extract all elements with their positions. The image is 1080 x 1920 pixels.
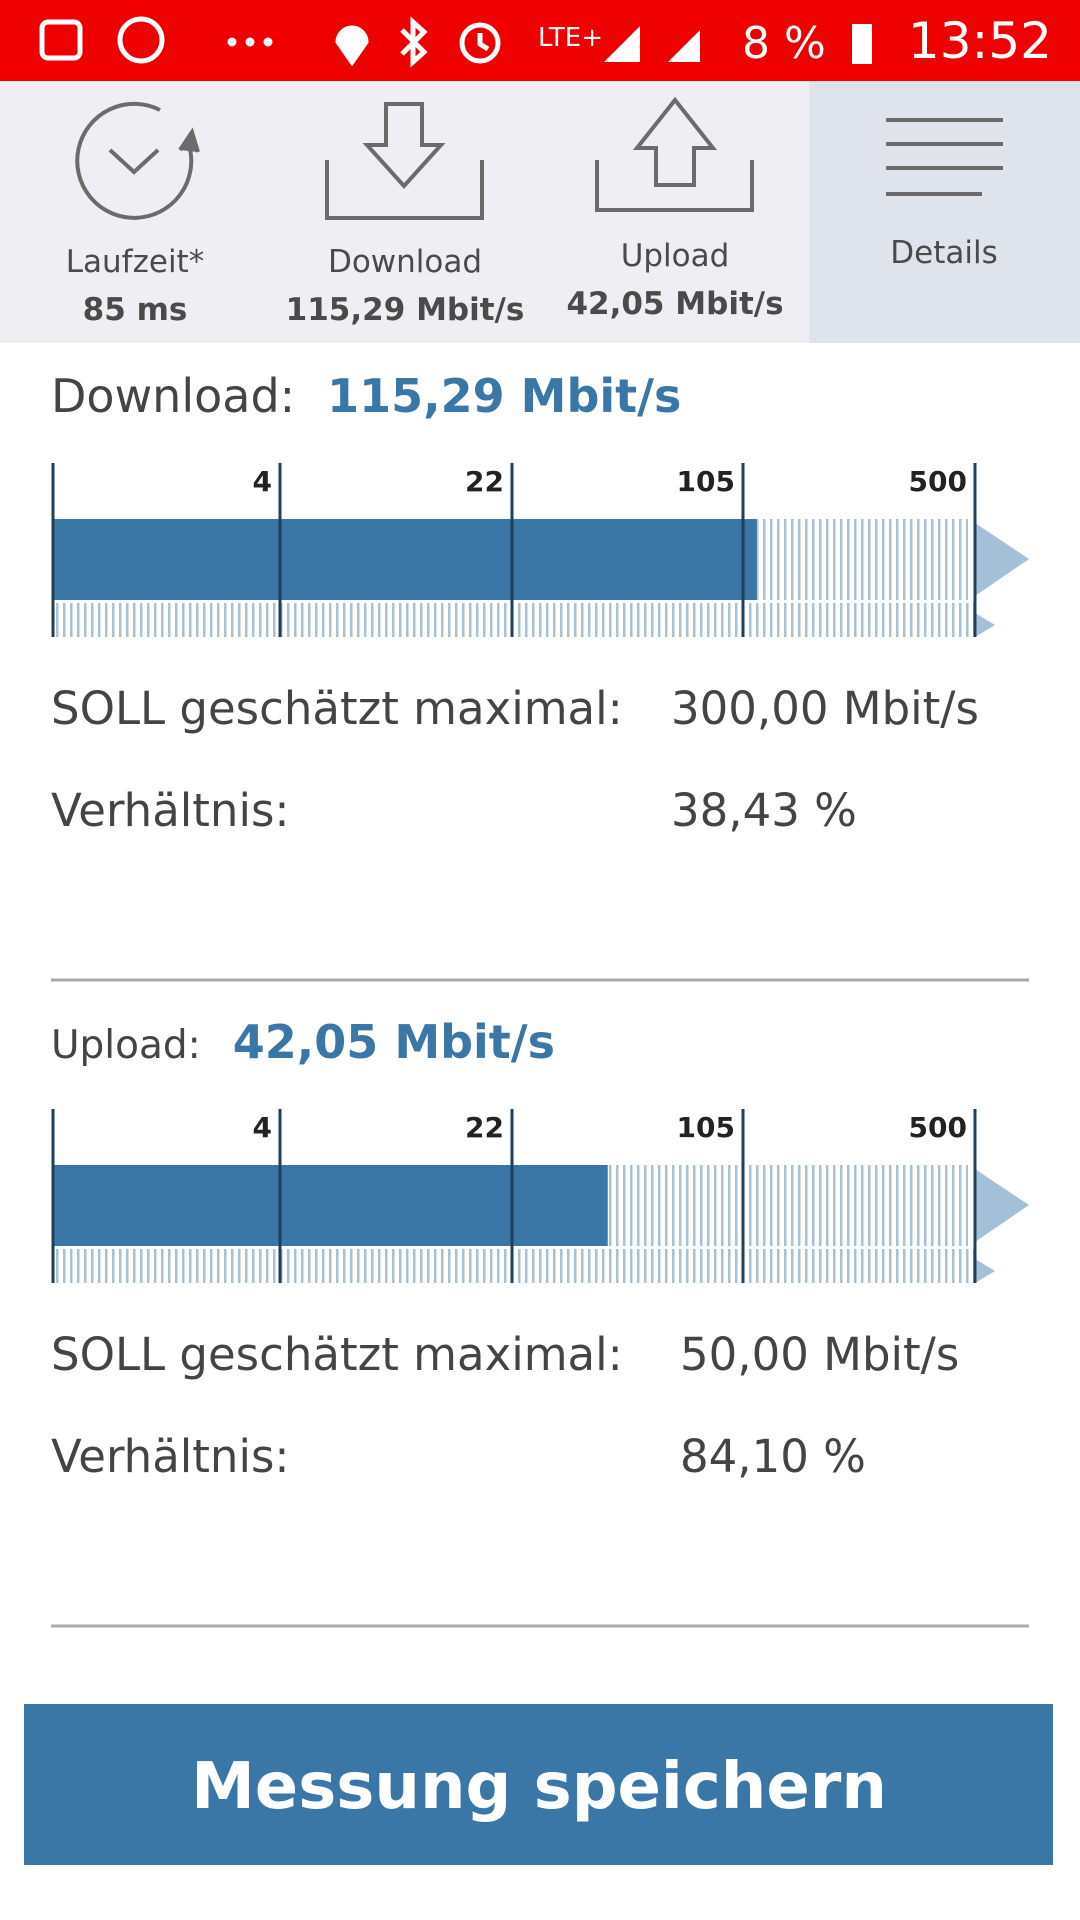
tab-selected-bg	[809, 81, 1080, 343]
section-value: 115,29 Mbit/s	[327, 369, 681, 423]
meter-tick-label: 22	[465, 1111, 504, 1144]
tab-laufzeit[interactable]: Laufzeit* 85 ms	[66, 244, 204, 328]
row-value: 50,00 Mbit/s	[680, 1328, 959, 1381]
tab-value: 115,29 Mbit/s	[286, 292, 525, 328]
save-button[interactable]: Messung speichern	[24, 1704, 1053, 1865]
meter-tick-label: 500	[909, 1111, 967, 1144]
button-bg	[24, 1704, 1053, 1865]
meter-tick-label: 4	[253, 1111, 272, 1144]
section-label: Download:	[51, 369, 295, 423]
meter-arrow	[975, 1169, 1029, 1242]
battery-level: 8 %	[742, 18, 826, 69]
row-label: SOLL geschätzt maximal:	[51, 1328, 623, 1381]
row-value: 38,43 %	[671, 784, 857, 837]
row-label: SOLL geschätzt maximal:	[51, 682, 623, 735]
meter-tick-label: 105	[677, 1111, 735, 1144]
meter-tick-label: 22	[465, 465, 504, 498]
meter-arrow	[975, 523, 1029, 596]
status-icons	[39, 16, 501, 68]
meter-bar	[53, 519, 757, 600]
row-label: Verhältnis:	[51, 784, 290, 837]
meter-bar	[53, 1165, 608, 1246]
tab-label: Download	[328, 244, 482, 280]
tab-download[interactable]: Download 115,29 Mbit/s	[286, 244, 525, 328]
section-value: 42,05 Mbit/s	[233, 1015, 555, 1069]
tab-label: Upload	[621, 238, 730, 274]
tab-details[interactable]: Details	[890, 235, 997, 271]
signal-icon	[604, 26, 700, 62]
tab-value: 85 ms	[83, 292, 188, 328]
button-label: Messung speichern	[191, 1750, 887, 1824]
row-value: 300,00 Mbit/s	[671, 682, 979, 735]
meter-tick-label: 500	[909, 465, 967, 498]
tab-upload[interactable]: Upload 42,05 Mbit/s	[566, 238, 783, 322]
tab-value: 42,05 Mbit/s	[566, 286, 783, 322]
meter-arrow-small	[975, 1259, 995, 1283]
tab-label: Details	[890, 235, 997, 271]
meter-scale-strip	[53, 603, 975, 637]
row-label: Verhältnis:	[51, 1430, 290, 1483]
clock: 13:52	[908, 12, 1052, 70]
meter-tick-label: 4	[253, 465, 272, 498]
network-type: LTE+	[538, 23, 603, 53]
meter-scale-strip	[53, 1249, 975, 1283]
battery-icon	[852, 24, 872, 64]
meter-arrow-small	[975, 613, 995, 637]
section-label: Upload:	[51, 1023, 201, 1068]
tab-label: Laufzeit*	[66, 244, 204, 280]
row-value: 84,10 %	[680, 1430, 866, 1483]
meter-tick-label: 105	[677, 465, 735, 498]
tab-icons	[75, 96, 1003, 220]
status-bar	[0, 0, 1080, 81]
